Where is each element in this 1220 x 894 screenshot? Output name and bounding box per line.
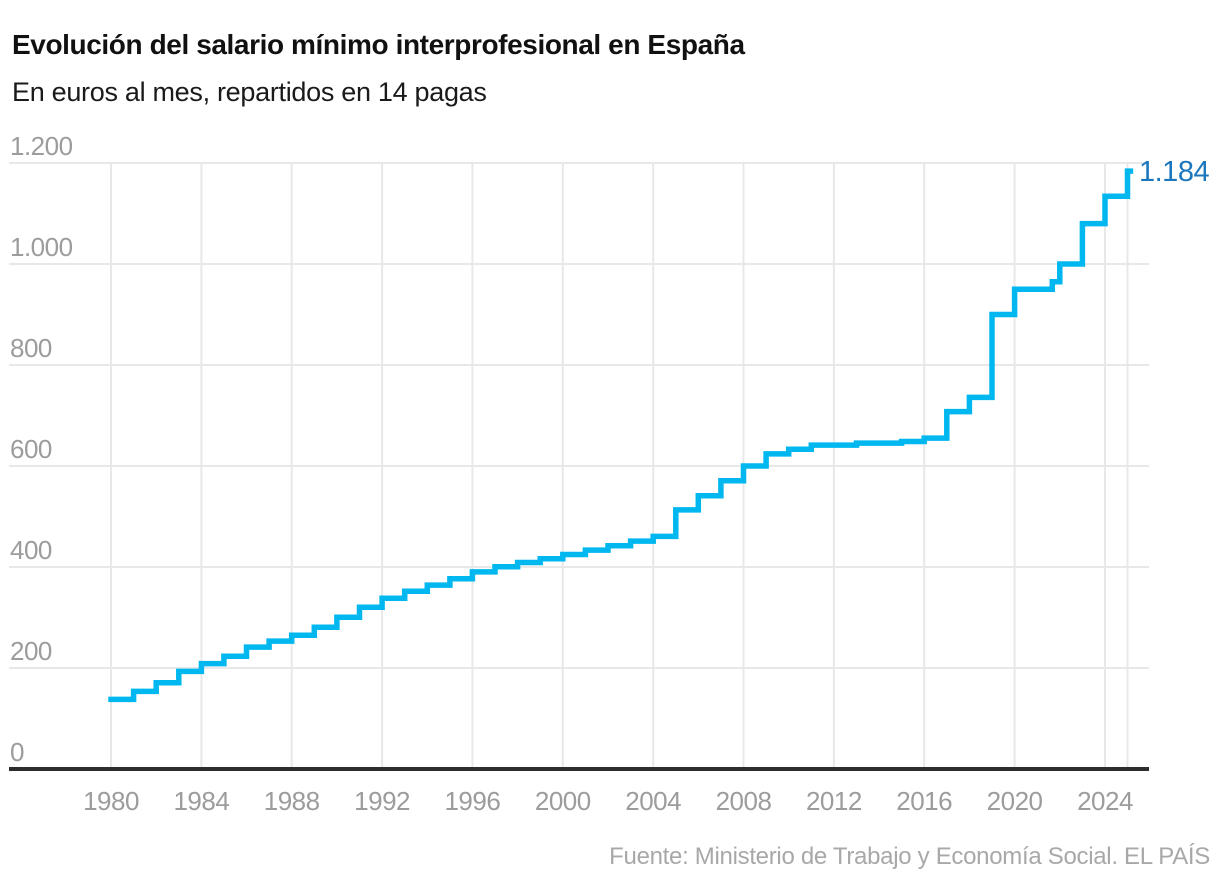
y-axis-tick-label: 200 xyxy=(10,636,52,666)
x-axis-tick-label: 1980 xyxy=(83,786,139,816)
end-value-label: 1.184 xyxy=(1139,156,1210,188)
y-axis-tick-label: 0 xyxy=(10,737,24,767)
x-axis-tick-label: 1992 xyxy=(354,786,410,816)
y-axis-tick-label: 400 xyxy=(10,535,52,565)
y-axis-tick-label: 800 xyxy=(10,333,52,363)
x-axis-tick-label: 1984 xyxy=(173,786,229,816)
x-axis-tick-label: 2020 xyxy=(987,786,1043,816)
x-axis-tick-label: 1996 xyxy=(444,786,500,816)
source-credit: Fuente: Ministerio de Trabajo y Economía… xyxy=(609,843,1210,870)
chart-subtitle: En euros al mes, repartidos en 14 pagas xyxy=(12,77,487,107)
x-axis-tick-label: 2004 xyxy=(625,786,681,816)
smi-step-line xyxy=(108,168,1134,703)
y-axis-tick-label: 1.000 xyxy=(10,232,73,262)
y-axis-tick-label: 1.200 xyxy=(10,131,73,161)
x-axis-tick-label: 2000 xyxy=(535,786,591,816)
chart-title: Evolución del salario mínimo interprofes… xyxy=(12,29,745,60)
x-axis-tick-label: 2016 xyxy=(896,786,952,816)
y-axis-tick-label: 600 xyxy=(10,434,52,464)
x-axis-tick-label: 1988 xyxy=(264,786,320,816)
x-axis-tick-label: 2008 xyxy=(716,786,772,816)
x-axis-tick-label: 2012 xyxy=(806,786,862,816)
x-axis-tick-label: 2024 xyxy=(1077,786,1133,816)
